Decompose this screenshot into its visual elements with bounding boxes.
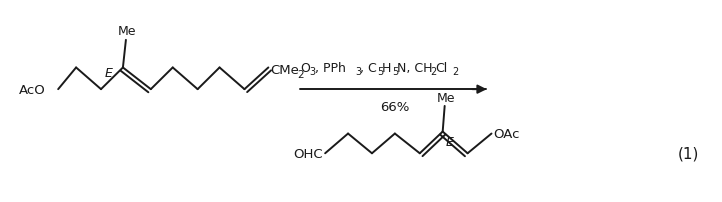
Text: 5: 5 [377, 67, 383, 77]
Text: OHC: OHC [294, 147, 323, 160]
Text: 5: 5 [392, 67, 398, 77]
Text: 2: 2 [453, 67, 459, 77]
Text: H: H [382, 62, 391, 75]
Text: E: E [105, 67, 113, 80]
Text: , PPh: , PPh [316, 62, 346, 75]
Text: 2: 2 [297, 70, 304, 80]
Text: Me: Me [437, 91, 455, 104]
Text: AcO: AcO [19, 83, 46, 96]
Text: 66%: 66% [380, 101, 409, 114]
Text: OAc: OAc [494, 127, 520, 140]
Text: O: O [300, 62, 310, 75]
Text: (1): (1) [678, 146, 700, 161]
Text: N, CH: N, CH [397, 62, 432, 75]
Text: E: E [445, 135, 453, 148]
Text: 2: 2 [431, 67, 437, 77]
Text: 3: 3 [355, 67, 361, 77]
Text: 3: 3 [309, 67, 316, 77]
Text: Me: Me [118, 25, 136, 38]
Text: CMe: CMe [270, 64, 299, 77]
Text: Cl: Cl [435, 62, 448, 75]
Text: , C: , C [360, 62, 377, 75]
